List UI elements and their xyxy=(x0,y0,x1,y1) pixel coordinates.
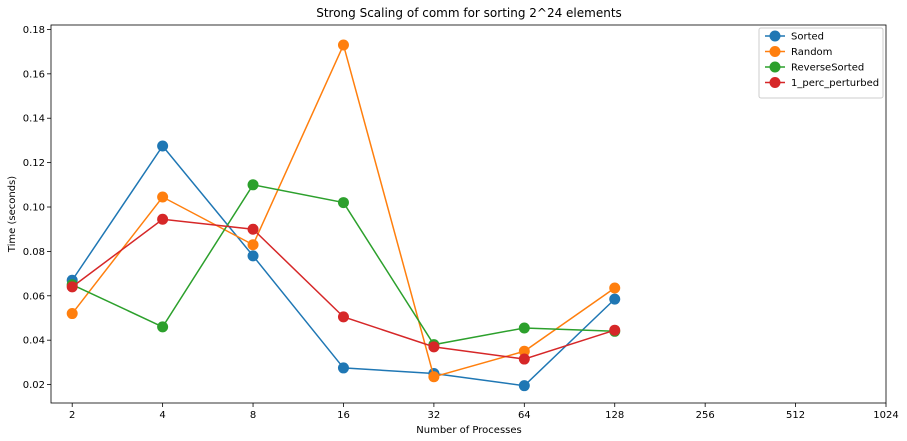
x-tick-label: 32 xyxy=(428,410,441,421)
data-point xyxy=(518,322,530,334)
x-tick-label: 512 xyxy=(786,410,805,421)
series-line-random xyxy=(71,42,616,378)
chart-title: Strong Scaling of comm for sorting 2^24 … xyxy=(316,6,622,20)
legend-swatch-marker xyxy=(769,46,781,57)
data-point xyxy=(247,179,259,191)
legend-item: Random xyxy=(765,46,832,58)
series-reversesorted xyxy=(66,179,621,351)
data-point xyxy=(337,197,349,209)
data-point xyxy=(247,250,259,262)
data-point xyxy=(518,345,530,357)
data-point xyxy=(66,281,78,293)
x-tick-label: 4 xyxy=(159,410,165,421)
x-tick-label: 64 xyxy=(518,410,531,421)
data-point xyxy=(428,371,440,383)
data-point xyxy=(66,308,78,320)
legend-label: Random xyxy=(791,47,832,58)
data-point xyxy=(428,341,440,353)
data-point xyxy=(609,282,621,294)
data-point xyxy=(609,293,621,305)
data-point xyxy=(518,353,530,365)
y-tick-label: 0.12 xyxy=(23,158,45,169)
y-axis: 0.02 0.04 0.06 0.08 0.10 0.12 0.14 0.16 0.18 xyxy=(23,25,51,391)
data-point xyxy=(337,311,349,323)
series-layer xyxy=(66,39,621,392)
series-1-perc-perturbed xyxy=(66,213,621,365)
y-tick-label: 0.16 xyxy=(23,69,45,80)
data-point xyxy=(609,324,621,336)
y-tick-label: 0.04 xyxy=(23,336,45,347)
x-tick-label: 16 xyxy=(337,410,350,421)
data-point xyxy=(337,362,349,374)
data-point xyxy=(518,380,530,392)
data-point xyxy=(337,39,349,51)
legend-box xyxy=(758,27,884,99)
legend-label: 1_perc_perturbed xyxy=(791,78,879,89)
legend: Sorted Random ReverseSorted 1_perc_perturbe… xyxy=(758,27,884,99)
series-line-sorted xyxy=(71,144,616,387)
x-tick-label: 256 xyxy=(696,410,715,421)
y-tick-label: 0.02 xyxy=(23,380,45,391)
y-axis-label: Time (seconds) xyxy=(7,176,18,253)
x-tick-label: 128 xyxy=(605,410,624,421)
data-point xyxy=(247,239,259,251)
x-axis-label: Number of Processes xyxy=(416,425,521,436)
data-point xyxy=(157,140,169,152)
plot-area xyxy=(50,24,887,404)
legend-swatch-marker xyxy=(769,30,781,42)
y-tick-label: 0.14 xyxy=(23,114,45,125)
y-tick-label: 0.18 xyxy=(23,25,45,36)
data-point xyxy=(247,223,259,235)
legend-item: Sorted xyxy=(765,30,824,43)
y-tick-label: 0.08 xyxy=(23,247,45,258)
legend-item: ReverseSorted xyxy=(765,61,864,74)
data-point xyxy=(157,321,169,333)
series-random xyxy=(66,39,621,383)
x-tick-label: 2 xyxy=(69,410,75,421)
series-line-1-perc-perturbed xyxy=(71,218,615,360)
legend-swatch-marker xyxy=(769,77,781,88)
series-sorted xyxy=(66,140,621,392)
legend-item: 1_perc_perturbed xyxy=(765,77,879,89)
x-tick-label: 1024 xyxy=(873,410,898,421)
x-axis: 2 4 8 16 32 64 128 256 512 1024 xyxy=(69,403,899,421)
y-tick-label: 0.10 xyxy=(23,203,45,214)
legend-swatch-marker xyxy=(769,61,781,73)
y-tick-label: 0.06 xyxy=(23,291,45,302)
data-point xyxy=(157,213,169,225)
legend-label: ReverseSorted xyxy=(791,63,864,74)
legend-label: Sorted xyxy=(791,32,824,43)
x-tick-label: 8 xyxy=(250,410,256,421)
plot-frame xyxy=(50,24,887,404)
data-point xyxy=(157,191,169,203)
